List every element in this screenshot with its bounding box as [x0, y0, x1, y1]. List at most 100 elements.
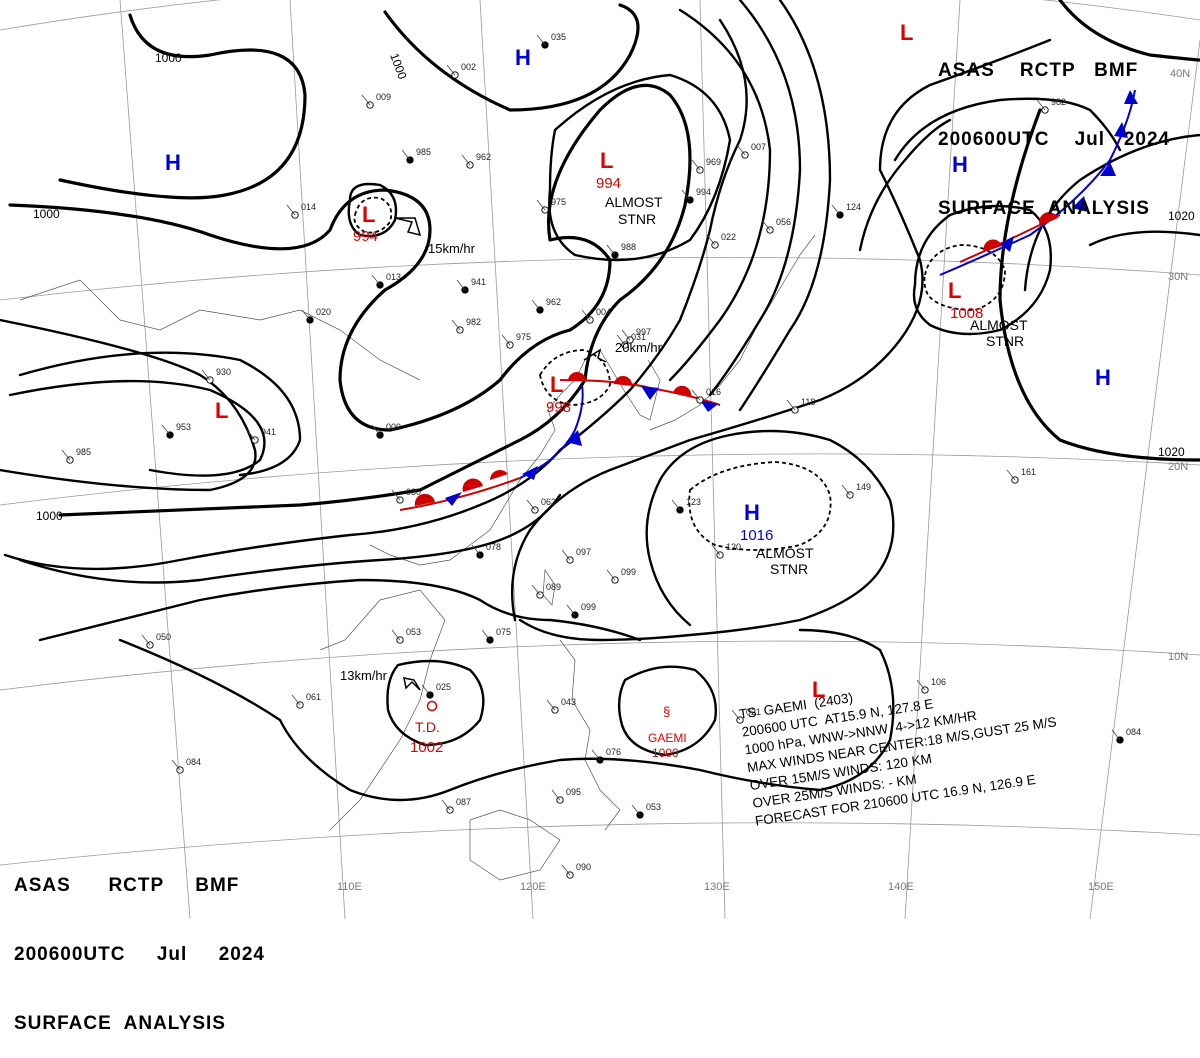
tropical-systems: T.D. 1002 § GAEMI 1000 — [410, 700, 687, 760]
station-pressure: 004 — [596, 307, 611, 317]
isobar — [518, 429, 895, 642]
isobar — [1058, 0, 1200, 62]
wind-barb — [246, 429, 256, 441]
wind-barb — [561, 864, 571, 876]
china-coast — [369, 349, 601, 566]
motion-arrow — [403, 677, 421, 691]
almost-stnr-text: STNR — [986, 333, 1024, 349]
station-pressure: 035 — [551, 32, 566, 42]
lat-label: 30N — [1168, 271, 1188, 283]
wind-barb — [61, 449, 71, 461]
lon-label: 120E — [520, 881, 546, 893]
cold-front-triangle — [1124, 90, 1138, 104]
parallel-20n — [0, 453, 1200, 506]
wind-barb — [481, 629, 491, 641]
lon-label: 150E — [1088, 881, 1114, 893]
isobar-label: 1020 — [1158, 445, 1185, 459]
wind-barb — [706, 234, 716, 246]
cold-front-triangle — [700, 400, 718, 412]
station-pressure: 994 — [696, 187, 711, 197]
wind-barb — [141, 634, 151, 646]
low-center: L — [900, 20, 913, 45]
dashed-isobar — [539, 349, 611, 406]
station-pressure: 087 — [456, 797, 471, 807]
station-pressure: 099 — [581, 602, 596, 612]
wind-barb — [711, 544, 721, 556]
station-pressure: 118 — [801, 397, 815, 407]
wind-barb — [391, 489, 401, 501]
td-label: T.D. — [415, 719, 440, 735]
meridian-140e — [904, 0, 961, 919]
isobar — [998, 108, 1200, 462]
wind-barb — [301, 309, 311, 321]
station-pressure: 056 — [776, 217, 791, 227]
wind-barb — [536, 34, 546, 46]
warm-front-bump — [1039, 212, 1058, 226]
station-pressure: 090 — [576, 862, 591, 872]
isobar — [893, 97, 1122, 162]
taiwan-coast — [542, 568, 556, 606]
coordinate-labels: 40N 30N 20N 10N 110E 120E 130E 140E 150E — [337, 68, 1190, 893]
station-pressure: 063 — [541, 497, 556, 507]
cold-front-triangle — [1100, 162, 1116, 176]
wind-barb — [561, 549, 571, 561]
wind-barb — [606, 244, 616, 256]
wind-barb — [531, 299, 541, 311]
wind-barb — [1006, 469, 1016, 481]
wind-barb — [606, 569, 616, 581]
station-pressure: 123 — [686, 497, 701, 507]
wind-barb — [616, 334, 626, 346]
station-pressure: 988 — [621, 242, 636, 252]
header-top-line-1: ASAS RCTP BMF — [938, 60, 1139, 81]
low-center: L — [812, 677, 825, 702]
header-bottom-line-3: SURFACE ANALYSIS — [14, 1013, 226, 1034]
station-pressure: 061 — [306, 692, 321, 702]
dashed-isobars — [353, 196, 1006, 551]
wind-barb — [441, 799, 451, 811]
station-pressure: 030 — [406, 487, 421, 497]
header-bottom-line-1: ASAS RCTP BMF — [14, 875, 240, 896]
meridian-150e — [1089, 39, 1200, 919]
station-pressure: 953 — [176, 422, 191, 432]
lon-label: 140E — [888, 881, 914, 893]
station-pressure: 982 — [466, 317, 481, 327]
station-pressure: 106 — [931, 677, 946, 687]
isobar-label: 1020 — [1168, 209, 1195, 223]
typhoon-name: GAEMI — [648, 731, 687, 745]
warm-front-bump — [414, 493, 435, 506]
stationary-front-east — [939, 89, 1136, 276]
lat-label: 40N — [1170, 68, 1190, 80]
philippines-coast — [559, 639, 621, 831]
coastlines — [19, 234, 816, 881]
station-pressure: 084 — [1126, 727, 1141, 737]
pressure-values: 994 994 998 1008 1016 — [353, 175, 983, 544]
wind-barb — [451, 319, 461, 331]
station-pressure: 089 — [546, 582, 561, 592]
cold-front-triangle — [1072, 196, 1088, 212]
isobar — [858, 118, 952, 252]
isobar — [617, 665, 717, 757]
isobar — [738, 0, 832, 412]
wind-barb — [1111, 729, 1121, 741]
isobar — [1088, 230, 1200, 247]
station-pressure: 043 — [561, 697, 576, 707]
wind-barb — [391, 629, 401, 641]
wind-barb — [161, 424, 171, 436]
wind-barb — [446, 64, 456, 76]
meridian-100e — [119, 0, 191, 919]
isobar — [8, 379, 266, 477]
isobar — [386, 659, 485, 747]
station-pressure: 031 — [631, 332, 646, 342]
lat-label: 20N — [1168, 461, 1188, 473]
parallel-0 — [0, 822, 1200, 866]
station-plots: 035 002 009 985 962 975 941 982 975 962 004 031 988 0… — [61, 32, 1141, 879]
dashed-isobar — [688, 461, 832, 551]
isobar — [3, 18, 748, 571]
typhoon-pressure: 1000 — [652, 746, 679, 760]
low-pressure-value: 998 — [546, 399, 571, 416]
station-pressure: 021 — [746, 707, 761, 717]
warm-front-bump — [462, 478, 483, 492]
japan-coast — [649, 234, 816, 431]
station-pressure: 013 — [386, 272, 401, 282]
cold-front-triangle — [1000, 236, 1014, 252]
